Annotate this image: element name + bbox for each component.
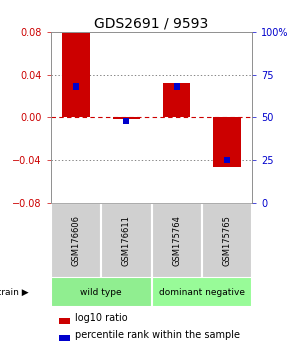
Bar bbox=[112, 117, 140, 119]
Text: GSM175765: GSM175765 bbox=[222, 215, 231, 266]
Bar bbox=[123, 118, 129, 124]
Text: GSM176611: GSM176611 bbox=[122, 215, 131, 266]
Bar bbox=[101, 203, 152, 278]
Text: GSM176606: GSM176606 bbox=[72, 215, 81, 266]
Text: wild type: wild type bbox=[80, 288, 122, 297]
Bar bbox=[213, 117, 241, 167]
Text: strain ▶: strain ▶ bbox=[0, 288, 28, 297]
Bar bbox=[62, 33, 90, 117]
Bar bbox=[73, 83, 79, 90]
Bar bbox=[224, 157, 230, 163]
Bar bbox=[59, 318, 70, 324]
Bar bbox=[51, 278, 152, 307]
Bar bbox=[51, 203, 101, 278]
Bar bbox=[202, 203, 252, 278]
Text: dominant negative: dominant negative bbox=[159, 288, 245, 297]
Bar bbox=[174, 83, 180, 90]
Bar bbox=[152, 278, 252, 307]
Bar bbox=[163, 83, 190, 117]
Text: log10 ratio: log10 ratio bbox=[75, 313, 128, 323]
Title: GDS2691 / 9593: GDS2691 / 9593 bbox=[94, 17, 208, 31]
Text: GSM175764: GSM175764 bbox=[172, 215, 181, 266]
Bar bbox=[59, 335, 70, 341]
Text: percentile rank within the sample: percentile rank within the sample bbox=[75, 330, 240, 340]
Bar bbox=[152, 203, 202, 278]
